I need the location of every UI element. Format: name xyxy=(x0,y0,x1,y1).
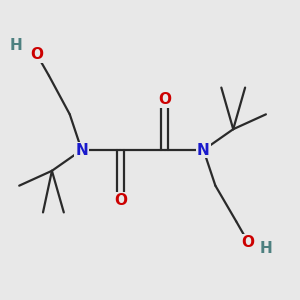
Text: O: O xyxy=(31,47,44,62)
Text: H: H xyxy=(10,38,22,53)
Text: O: O xyxy=(114,193,127,208)
Text: H: H xyxy=(260,241,272,256)
Text: N: N xyxy=(75,142,88,158)
Text: N: N xyxy=(197,142,210,158)
Text: O: O xyxy=(158,92,171,107)
Text: O: O xyxy=(242,235,255,250)
